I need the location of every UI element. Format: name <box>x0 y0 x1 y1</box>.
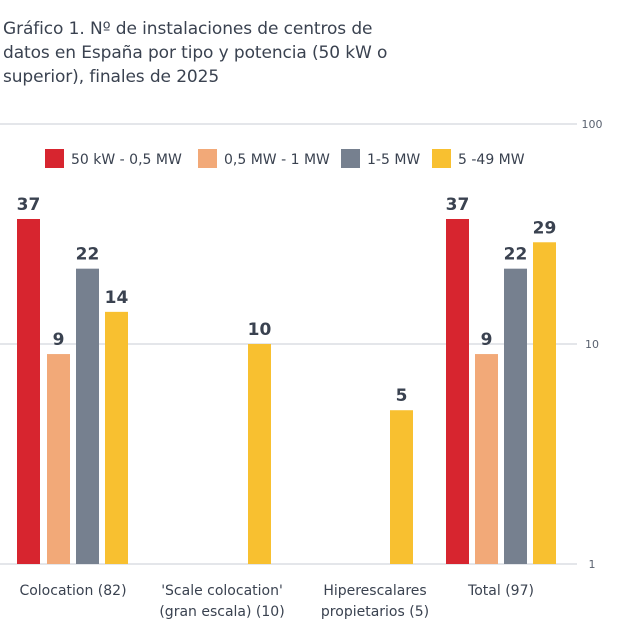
bar <box>390 410 413 564</box>
bar <box>475 354 498 564</box>
data-label: 9 <box>53 330 65 350</box>
bar <box>47 354 70 564</box>
data-label: 37 <box>446 195 470 215</box>
data-label: 5 <box>396 386 408 406</box>
y-axis-ticks: 1 10 100 <box>582 118 603 571</box>
category-label: (gran escala) (10) <box>159 604 284 620</box>
legend-label: 0,5 MW - 1 MW <box>224 152 330 168</box>
y-tick-label: 10 <box>585 338 599 351</box>
data-label: 9 <box>481 330 493 350</box>
bar <box>504 268 527 564</box>
legend-swatch <box>198 149 217 168</box>
data-label: 29 <box>533 218 557 238</box>
legend-label: 1-5 MW <box>367 152 420 168</box>
y-tick-label: 100 <box>582 118 603 131</box>
category-labels: Colocation (82) 'Scale colocation' (gran e… <box>19 583 533 620</box>
legend-label: 50 kW - 0,5 MW <box>71 152 182 168</box>
category-label: Hiperescalares <box>323 583 426 599</box>
category-label: 'Scale colocation' <box>161 583 283 599</box>
data-label: 22 <box>504 245 528 265</box>
data-label: 22 <box>76 245 100 265</box>
legend-label: 5 -49 MW <box>458 152 525 168</box>
bar <box>533 242 556 564</box>
bar <box>446 218 469 565</box>
bar <box>248 344 271 564</box>
data-label: 37 <box>17 195 41 215</box>
data-label: 10 <box>248 320 272 340</box>
legend-swatch <box>45 149 64 168</box>
category-label: Total (97) <box>467 583 534 599</box>
chart-title: Gráfico 1. Nº de instalaciones de centro… <box>3 19 388 87</box>
legend: 50 kW - 0,5 MW 0,5 MW - 1 MW 1-5 MW 5 -49 M… <box>45 149 525 168</box>
data-label: 14 <box>105 288 129 308</box>
category-label: propietarios (5) <box>321 604 429 620</box>
bar <box>17 218 40 565</box>
category-label: Colocation (82) <box>19 583 126 599</box>
bar <box>105 311 128 564</box>
bar <box>76 268 99 564</box>
bars <box>17 218 556 565</box>
y-tick-label: 1 <box>589 558 596 571</box>
legend-swatch <box>432 149 451 168</box>
legend-swatch <box>341 149 360 168</box>
